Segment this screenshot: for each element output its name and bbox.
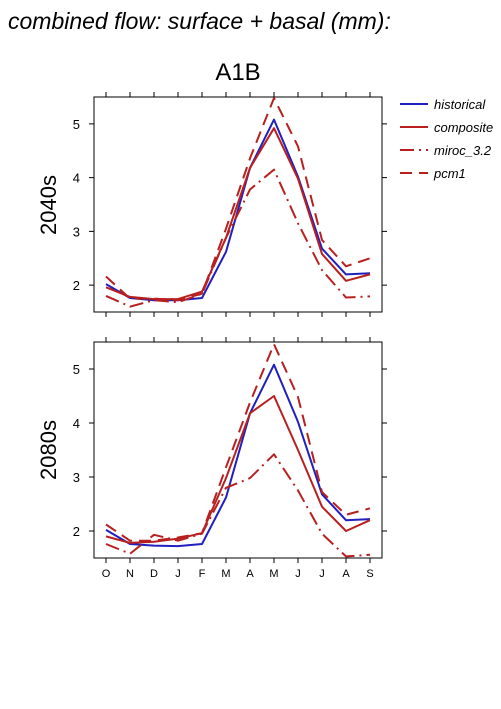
series-line-pcm1 (105, 97, 371, 302)
series-line-composite (105, 395, 371, 544)
legend-item-pcm1: pcm1 (400, 166, 466, 181)
y-tick-label: 5 (73, 362, 80, 377)
y-axis-label: 2040s (36, 175, 61, 235)
y-tick-label: 5 (73, 117, 80, 132)
x-tick-label: J (175, 568, 181, 580)
x-tick-label: A (246, 568, 254, 580)
x-tick-label: M (269, 568, 278, 580)
legend-item-composite: composite (400, 120, 493, 135)
series-line-historical (105, 118, 371, 302)
x-tick-label: N (126, 568, 134, 580)
x-tick-label: F (199, 568, 206, 580)
legend-label: composite (434, 120, 493, 135)
legend-label: historical (434, 97, 486, 112)
x-tick-label: D (150, 568, 158, 580)
x-tick-label: J (295, 568, 301, 580)
x-tick-label: J (319, 568, 325, 580)
panel-2040s: 2 3 4 5 2040s (36, 92, 387, 317)
chart-subtitle: A1B (215, 59, 260, 86)
series-line-miroc-3-2 (105, 453, 371, 558)
plot-frame (93, 96, 383, 313)
y-axis-label: 2080s (36, 420, 61, 480)
legend-label: miroc_3.2 (434, 143, 492, 158)
y-tick-label: 2 (73, 524, 80, 539)
legend: historical composite miroc_3.2 pcm1 (400, 97, 493, 181)
series-line-miroc-3-2 (105, 168, 371, 308)
chart-title: combined flow: surface + basal (mm): (8, 8, 391, 34)
y-tick-label: 4 (73, 416, 80, 431)
plot-frame (93, 341, 383, 559)
series-line-pcm1 (105, 343, 371, 542)
series-line-historical (105, 363, 371, 548)
legend-item-historical: historical (400, 97, 486, 112)
legend-item-miroc-3-2: miroc_3.2 (400, 143, 492, 158)
y-tick-label: 2 (73, 278, 80, 293)
panel-2080s: 2 3 4 5 O N D J F M A M J J A S 2080s (36, 337, 387, 580)
y-tick-label: 3 (73, 224, 80, 239)
y-tick-label: 4 (73, 171, 80, 186)
x-tick-label: A (342, 568, 350, 580)
x-tick-label: O (102, 568, 111, 580)
x-tick-label: M (221, 568, 230, 580)
legend-label: pcm1 (433, 166, 466, 181)
y-tick-label: 3 (73, 470, 80, 485)
panels: 2 3 4 5 2040s 2 3 4 5 O N D J F M A M J J A S 2080s (36, 92, 387, 580)
series-line-composite (105, 127, 371, 301)
x-tick-label: S (366, 568, 373, 580)
